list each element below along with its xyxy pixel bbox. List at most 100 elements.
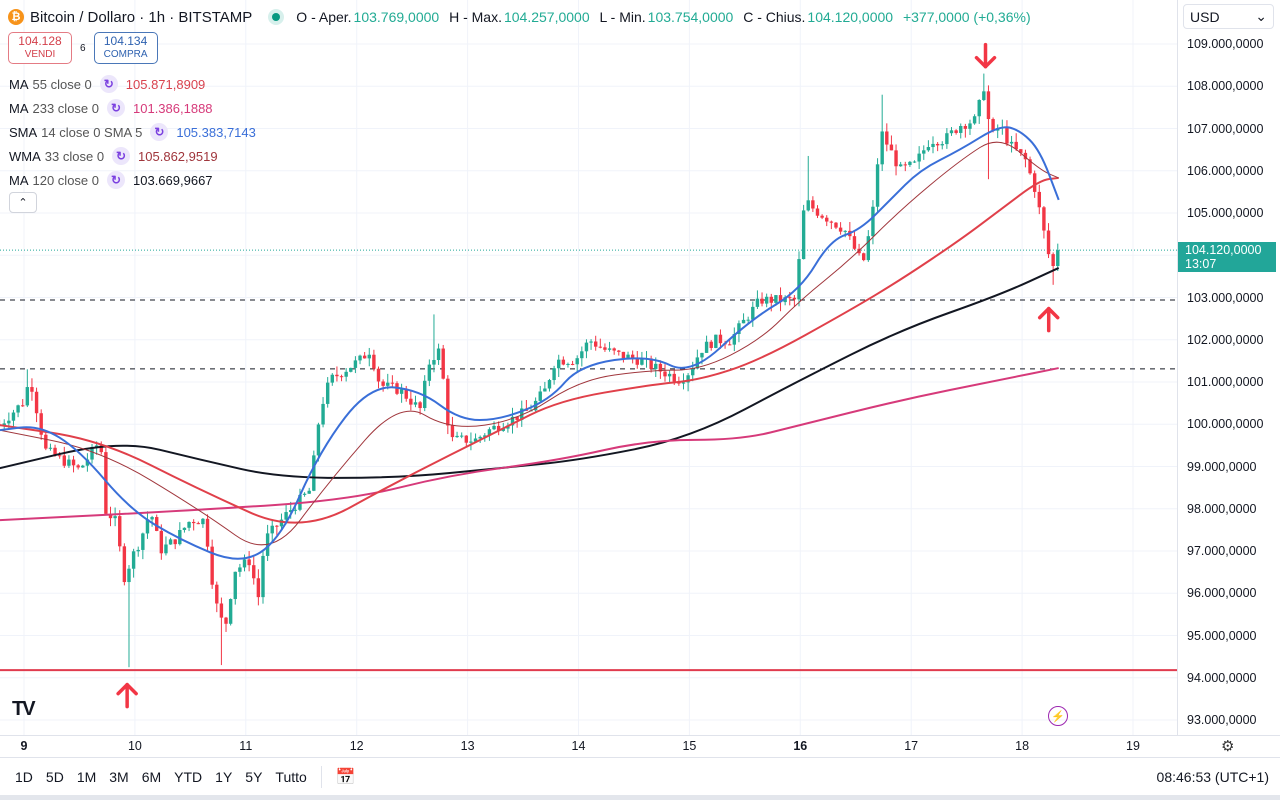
candle-body: [630, 354, 635, 359]
candle-body: [885, 131, 889, 145]
candle-body: [593, 341, 598, 347]
range-button-ytd[interactable]: YTD: [174, 769, 203, 785]
current-price-label: 104.120,0000 13:07: [1178, 242, 1276, 273]
series-ma-120: [0, 267, 1060, 479]
legend-row[interactable]: MA 233 close 0 ↻ 101.386,1888: [9, 96, 256, 120]
candle-body: [640, 359, 644, 365]
candle-body: [90, 446, 94, 460]
candle-body: [99, 445, 103, 453]
currency-select[interactable]: USD ⌄: [1183, 4, 1274, 29]
candle-body: [760, 298, 764, 304]
range-button-5y[interactable]: 5Y: [245, 769, 263, 785]
clock[interactable]: 08:46:53 (UTC+1): [1156, 769, 1269, 785]
candle-body: [783, 297, 787, 303]
sell-button[interactable]: 104.128 VENDI: [8, 32, 72, 64]
candle-body: [67, 459, 71, 466]
candle-body: [496, 425, 501, 431]
candle-body: [714, 334, 718, 348]
gear-icon[interactable]: ⚙: [1221, 738, 1235, 755]
candle-body: [164, 544, 168, 554]
candle-body: [557, 359, 561, 369]
lightning-icon[interactable]: ⚡: [1048, 706, 1068, 726]
candle-body: [113, 516, 117, 519]
range-button-6m[interactable]: 6M: [141, 769, 162, 785]
range-button-1y[interactable]: 1Y: [215, 769, 233, 785]
range-button-1m[interactable]: 1M: [76, 769, 97, 785]
bar-countdown: 13:07: [1185, 257, 1217, 272]
candle-body: [570, 363, 575, 365]
candle-body: [150, 517, 154, 520]
current-price-value: 104.120,0000: [1185, 243, 1262, 258]
refresh-icon[interactable]: ↻: [107, 171, 125, 189]
candle-body: [561, 359, 566, 365]
price-chart[interactable]: [0, 0, 1177, 735]
candle-body: [889, 144, 894, 151]
candle-body: [566, 363, 570, 365]
candle-body: [982, 91, 986, 100]
time-axis[interactable]: ⚙ 9 10 11 12 13 14 15 16 17 18 19: [0, 735, 1280, 758]
candle-body: [247, 559, 251, 566]
candle-body: [1005, 127, 1009, 144]
candle-body: [972, 116, 977, 124]
candle-body: [681, 382, 686, 384]
indicator-value: 105.862,9519: [138, 148, 218, 164]
candle-body: [224, 617, 228, 624]
price-tick-label: 99.000,0000: [1187, 459, 1257, 474]
range-button-5d[interactable]: 5D: [45, 769, 64, 785]
time-tick-label: 13: [460, 739, 475, 753]
candle-body: [423, 380, 427, 409]
price-axis[interactable]: USD ⌄ 104.120,0000 13:07 109.000,0000 108…: [1177, 0, 1280, 735]
candle-body: [774, 295, 778, 303]
candle-body: [44, 434, 48, 449]
collapse-legend-button[interactable]: ⌃: [9, 192, 37, 213]
buy-button[interactable]: 104.134 COMPRA: [93, 32, 158, 64]
range-button-3m[interactable]: 3M: [109, 769, 129, 785]
candle-body: [196, 523, 200, 525]
time-tick-label: 17: [904, 739, 919, 753]
candle-body: [797, 259, 801, 300]
buy-label: COMPRA: [103, 49, 148, 60]
refresh-icon[interactable]: ↻: [107, 99, 125, 117]
candle-body: [335, 374, 339, 377]
range-button-tutto[interactable]: Tutto: [275, 769, 307, 785]
arrow-up-icon: [1037, 306, 1060, 333]
market-status-icon[interactable]: [272, 13, 281, 21]
candle-body: [302, 493, 307, 495]
candle-body: [580, 351, 584, 359]
candle-body: [1051, 254, 1055, 266]
legend-row[interactable]: WMA 33 close 0 ↻ 105.862,9519: [9, 144, 256, 168]
candle-body: [718, 334, 723, 344]
tradingview-logo[interactable]: TV: [12, 698, 36, 720]
candle-body: [446, 378, 450, 426]
candle-body: [464, 435, 469, 443]
candle-body: [778, 295, 783, 303]
candle-body: [986, 91, 991, 120]
candle-body: [515, 416, 519, 420]
candle-body: [25, 387, 30, 406]
candle-body: [131, 551, 136, 569]
candle-body: [159, 530, 164, 554]
candle-body: [145, 519, 150, 534]
refresh-icon[interactable]: ↻: [150, 123, 169, 141]
sell-price: 104.128: [18, 34, 62, 48]
refresh-icon[interactable]: ↻: [99, 75, 118, 93]
legend-row[interactable]: MA 55 close 0 ↻ 105.871,8909: [9, 72, 256, 96]
candle-body: [386, 382, 390, 386]
calendar-goto-icon[interactable]: 📅: [335, 769, 356, 786]
candle-body: [746, 319, 750, 321]
candle-body: [658, 363, 663, 372]
candle-body: [552, 368, 556, 381]
refresh-icon[interactable]: ↻: [112, 147, 131, 165]
candle-body: [168, 539, 173, 545]
candle-body: [663, 371, 667, 377]
candle-body: [1009, 141, 1014, 144]
candle-body: [34, 391, 39, 414]
legend-row[interactable]: MA 120 close 0 ↻ 103.669,9667: [9, 168, 256, 192]
candle-body: [538, 391, 542, 401]
legend-row[interactable]: SMA 14 close 0 SMA 5 ↻ 105.383,7143: [9, 120, 256, 144]
range-button-1d[interactable]: 1D: [15, 769, 33, 785]
series-ma-233: [0, 367, 1059, 522]
candle-body: [709, 341, 713, 348]
candle-body: [607, 348, 612, 350]
symbol-title[interactable]: Bitcoin / Dollaro · 1h · BITSTAMP: [30, 8, 253, 26]
